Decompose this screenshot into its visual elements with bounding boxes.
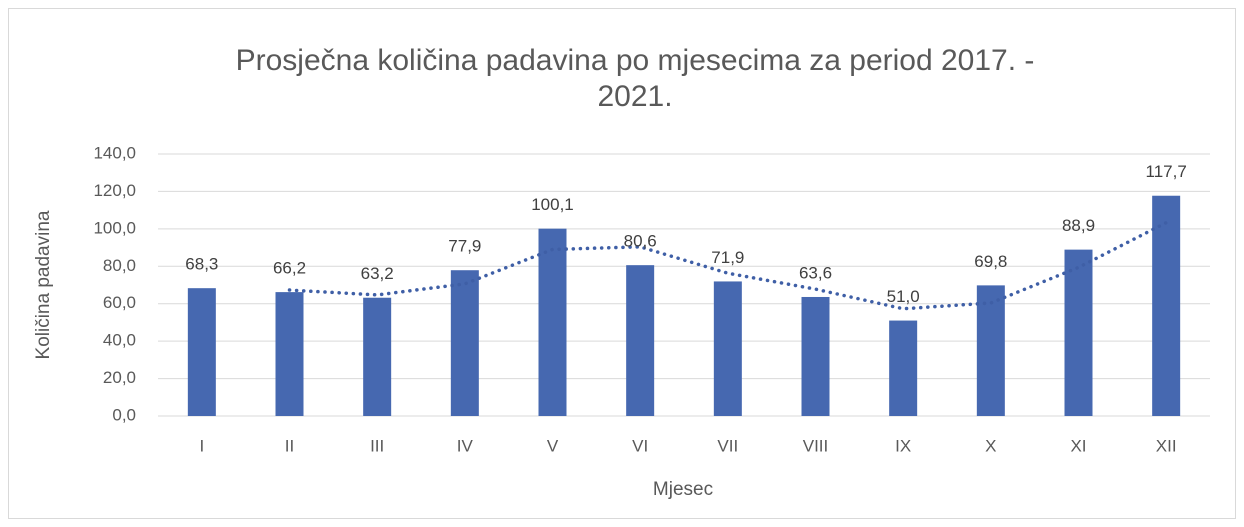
x-tick-label: VI: [632, 436, 648, 455]
chart-border: [8, 8, 1236, 519]
y-tick-label: 140,0: [93, 143, 136, 162]
x-tick-label: III: [370, 436, 384, 455]
data-label: 66,2: [273, 259, 306, 278]
data-label: 63,2: [361, 264, 394, 283]
bar: [889, 320, 918, 416]
y-tick-label: 60,0: [103, 293, 136, 312]
bar: [801, 296, 830, 416]
y-tick-label: 20,0: [103, 368, 136, 387]
x-tick-label: I: [199, 436, 204, 455]
bar: [275, 292, 304, 416]
y-tick-label: 120,0: [93, 181, 136, 200]
data-label: 63,6: [799, 263, 832, 282]
x-tick-label: VII: [717, 436, 738, 455]
y-tick-label: 0,0: [112, 405, 136, 424]
bar: [538, 228, 567, 416]
data-label: 68,3: [185, 255, 218, 274]
data-label: 77,9: [448, 237, 481, 256]
bar: [626, 265, 655, 416]
bar: [1064, 249, 1093, 416]
data-label: 100,1: [531, 195, 574, 214]
y-tick-label: 80,0: [103, 256, 136, 275]
bar: [450, 270, 479, 416]
x-tick-label: IV: [457, 436, 474, 455]
data-label: 88,9: [1062, 216, 1095, 235]
chart-title: Prosječna količina padavina po mjesecima…: [236, 44, 1035, 113]
bar: [363, 297, 392, 416]
data-label: 69,8: [974, 252, 1007, 271]
x-tick-label: XI: [1070, 436, 1086, 455]
y-tick-label: 100,0: [93, 218, 136, 237]
x-axis-title: Mjesec: [653, 479, 713, 500]
x-tick-label: VIII: [803, 436, 829, 455]
bar: [1152, 195, 1181, 416]
y-axis-title: Količina padavina: [33, 210, 54, 359]
y-tick-label: 40,0: [103, 331, 136, 350]
data-label: 51,0: [887, 287, 920, 306]
data-label: 117,7: [1146, 162, 1187, 181]
x-tick-label: XII: [1156, 436, 1177, 455]
data-label: 80,6: [624, 232, 657, 251]
x-tick-label: IX: [895, 436, 911, 455]
bar: [713, 281, 742, 416]
bar: [187, 288, 216, 416]
x-tick-label: X: [985, 436, 996, 455]
x-tick-label: II: [285, 436, 294, 455]
x-tick-label: V: [547, 436, 559, 455]
bar: [976, 285, 1005, 416]
data-label: 71,9: [711, 248, 744, 267]
